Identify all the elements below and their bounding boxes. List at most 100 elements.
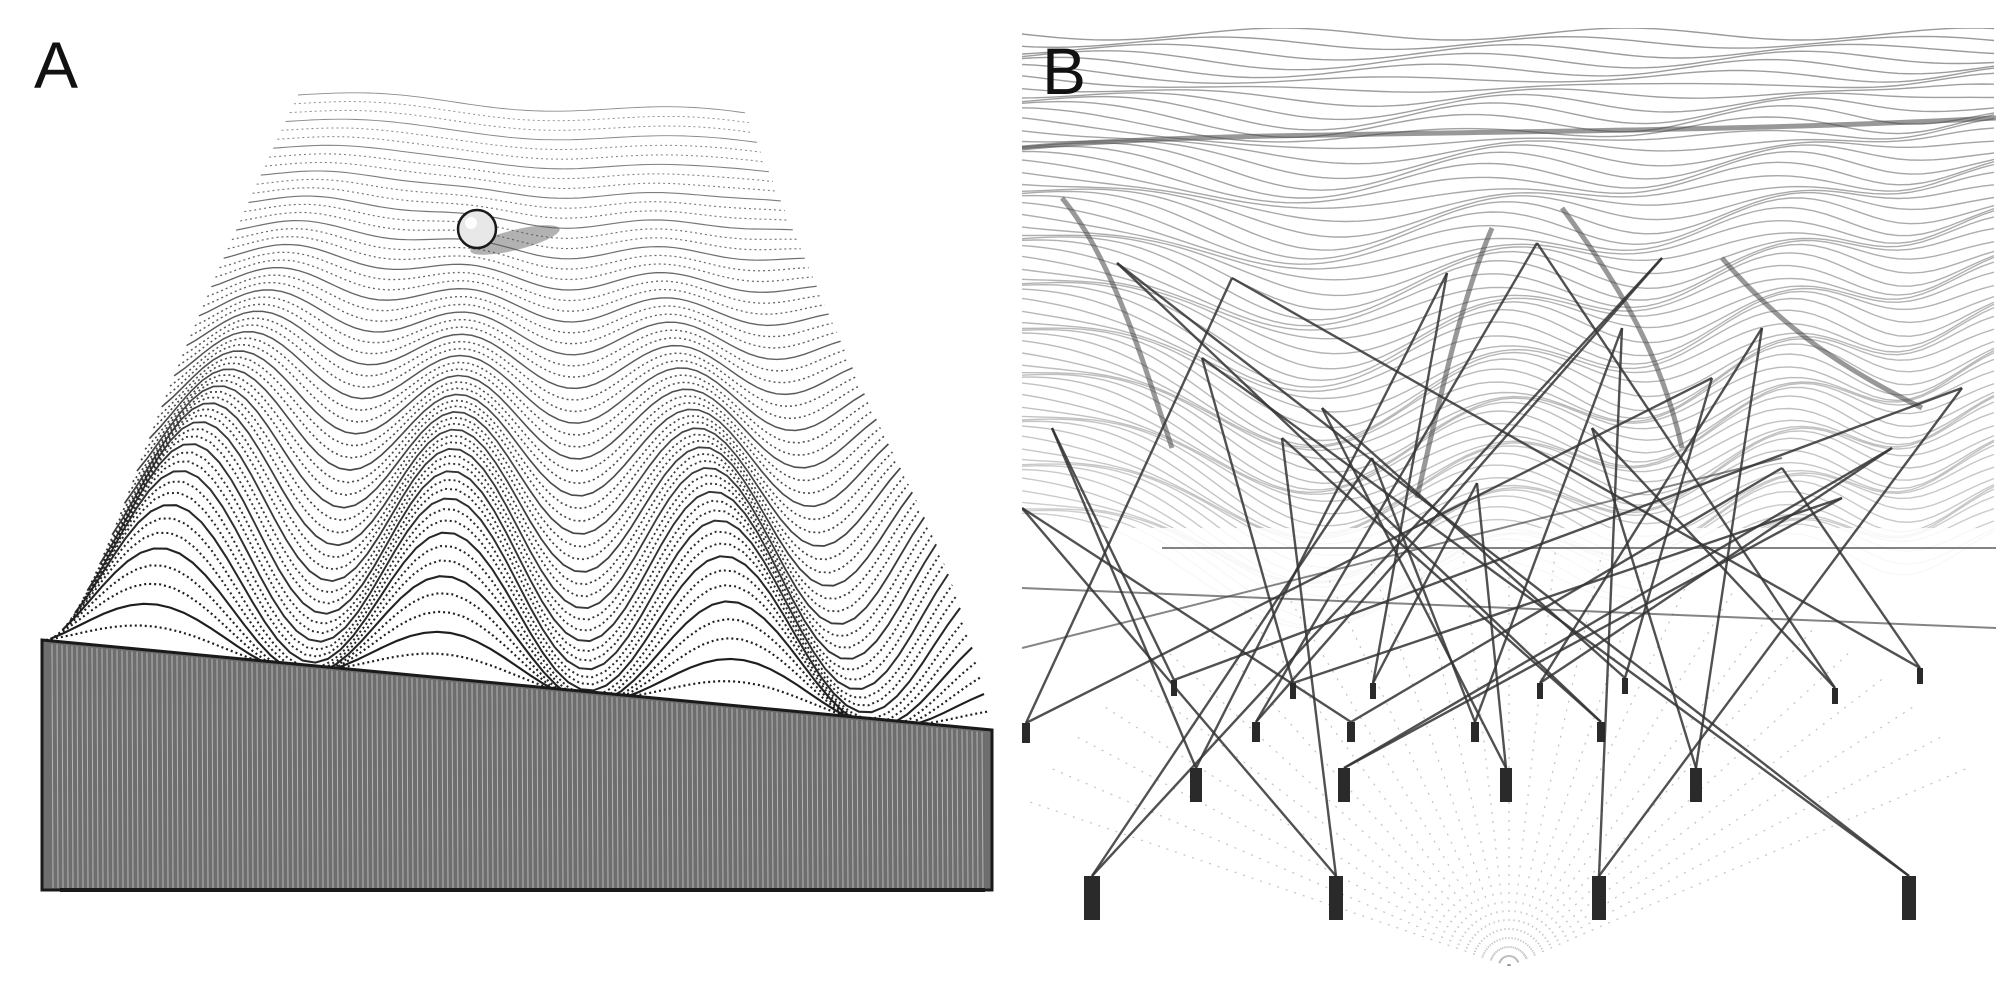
hatch-line xyxy=(196,657,199,889)
hatch-line xyxy=(446,681,449,889)
ground-dot-line xyxy=(1030,801,1510,966)
ridge-line xyxy=(1559,206,1685,449)
surface-contour-line xyxy=(1022,140,1995,180)
contour-line xyxy=(74,504,961,714)
surface-contour-line xyxy=(1022,310,1995,413)
contour-line xyxy=(78,491,957,707)
ground-dot-line xyxy=(1165,649,1510,966)
guy-wire xyxy=(1370,457,1477,723)
surface-contour-line xyxy=(1022,201,1995,270)
contour-line xyxy=(289,109,754,134)
guy-wire xyxy=(1539,447,1893,684)
hatch-line xyxy=(651,700,654,889)
contour-line xyxy=(152,362,885,495)
surface-contour-line xyxy=(1022,188,1995,251)
hatch-line xyxy=(236,661,239,889)
panel-a-label: A xyxy=(34,28,79,102)
hatch-line xyxy=(101,648,104,889)
hatch-line xyxy=(631,698,634,889)
hatch-line xyxy=(921,726,924,889)
peg-icon xyxy=(1190,768,1202,802)
hatch-line xyxy=(441,680,444,889)
surface-contour-line xyxy=(1022,283,1995,388)
hatch-line xyxy=(561,692,564,889)
hatch-line xyxy=(771,712,774,889)
surface-contour-line xyxy=(1022,234,1995,311)
contour-line xyxy=(297,92,746,114)
contour-line xyxy=(49,602,985,730)
guy-wire xyxy=(1022,457,1783,649)
guy-wire xyxy=(1591,427,1836,689)
hatch-line xyxy=(456,682,459,889)
hatch-line xyxy=(381,675,384,889)
surface-contour-line xyxy=(1022,190,1995,260)
ground-dot-line xyxy=(1508,572,1693,966)
hatch-line xyxy=(91,647,94,889)
hatch-line xyxy=(731,708,734,889)
peg-icon xyxy=(1084,876,1100,920)
peg-icon xyxy=(1592,876,1606,920)
hatch-line xyxy=(326,669,329,889)
ground-pegs xyxy=(1022,668,1923,920)
surface-contour-line xyxy=(1022,278,1995,370)
contour-line xyxy=(198,289,841,361)
contour-line xyxy=(115,414,922,613)
contour-line xyxy=(57,564,977,730)
guy-wire xyxy=(1231,276,1921,670)
contour-line xyxy=(256,178,785,212)
surface-contour-line xyxy=(1022,213,1995,281)
surface-contour-line xyxy=(1022,145,1995,199)
hatch-line xyxy=(571,693,574,889)
guy-wire xyxy=(1343,496,1843,770)
hatch-line xyxy=(251,662,254,889)
hatch-line xyxy=(346,671,349,889)
hatch-line xyxy=(386,675,389,889)
hatch-line xyxy=(931,727,934,889)
hatch-line xyxy=(781,713,784,889)
hatch-line xyxy=(181,656,184,889)
hatch-line xyxy=(661,701,664,889)
hatch-line xyxy=(211,659,214,889)
hatch-line xyxy=(86,647,89,889)
panel-b-landscape-underside xyxy=(1022,28,1996,966)
hatch-line xyxy=(936,727,939,889)
hatch-line xyxy=(541,690,544,889)
surface-contour-line xyxy=(1022,244,1995,331)
contour-line xyxy=(111,421,926,625)
ball-icon xyxy=(456,208,498,250)
hatch-line xyxy=(201,658,204,889)
contour-line xyxy=(98,443,938,660)
surface-contour-line xyxy=(1022,332,1995,449)
hatch-line xyxy=(96,648,99,889)
hatch-line xyxy=(451,681,454,889)
hatch-line xyxy=(486,685,489,889)
surface-contour-line xyxy=(1022,255,1995,340)
guy-wire xyxy=(1781,467,1921,669)
hatch-line xyxy=(856,720,859,889)
hatch-line xyxy=(501,686,504,889)
hatch-line xyxy=(916,725,919,889)
panel-b-label: B xyxy=(1042,34,1087,108)
surface-contour-line xyxy=(1022,171,1995,223)
hatch-line xyxy=(766,711,769,889)
hatch-line xyxy=(271,664,274,889)
ground-dot-line xyxy=(1325,572,1510,966)
hatch-line xyxy=(756,710,759,889)
guy-wire xyxy=(1255,257,1663,723)
hatch-line xyxy=(51,643,54,889)
hatch-line xyxy=(911,725,914,889)
hatch-line xyxy=(946,728,949,889)
hatch-line xyxy=(601,696,604,889)
hatch-line xyxy=(331,670,334,889)
hatch-line xyxy=(741,709,744,889)
hatch-line xyxy=(176,655,179,889)
guy-wire xyxy=(1292,496,1843,685)
hatch-line xyxy=(131,651,134,889)
peg-icon xyxy=(1338,768,1350,802)
peg-icon xyxy=(1537,683,1543,699)
hatch-line xyxy=(596,695,599,889)
hatch-line xyxy=(191,657,194,889)
guy-wire xyxy=(1194,272,1449,769)
hatch-line xyxy=(896,723,899,889)
ground-dot-line xyxy=(1073,735,1510,966)
